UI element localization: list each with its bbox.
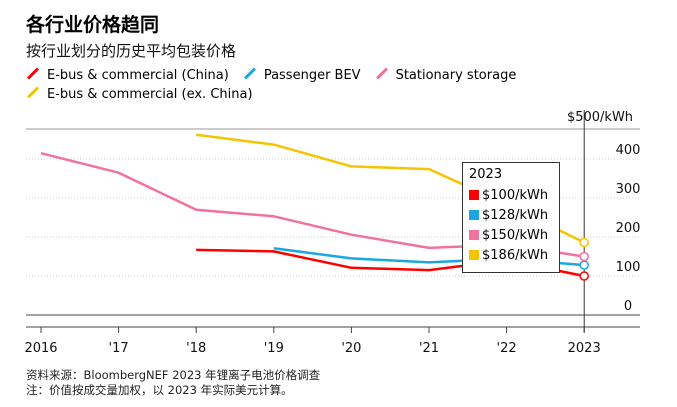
x-tick-label: '21 (419, 341, 439, 356)
hover-tooltip: 2023 $100/kWh $128/kWh $150/kWh $186/kWh (462, 162, 560, 273)
source-note: 资料来源：BloombergNEF 2023 年锂离子电池价格调查 (26, 368, 321, 382)
legend-item: Passenger BEV (243, 66, 361, 85)
y-tick-label: $500/kWh (567, 110, 633, 125)
legend-item: Stationary storage (375, 66, 517, 85)
chart-legend: E-bus & commercial (China) Passenger BEV S… (26, 66, 586, 104)
tooltip-value: $100/kWh (482, 188, 549, 203)
y-tick-label: 300 (616, 182, 641, 197)
end-point-marker (579, 251, 589, 262)
x-tick-label: '18 (186, 341, 206, 356)
chart-title: 各行业价格趋同 (26, 14, 160, 36)
tooltip-swatch (469, 190, 479, 200)
x-tick-label: '19 (264, 341, 284, 356)
chart-footer: 资料来源：BloombergNEF 2023 年锂离子电池价格调查 注：价值按成… (26, 368, 320, 398)
tooltip-swatch (469, 230, 479, 240)
tooltip-value: $186/kWh (482, 248, 549, 263)
legend-item: E-bus & commercial (ex. China) (26, 85, 253, 104)
x-tick-label: '17 (109, 341, 129, 356)
x-tick-label: 2016 (24, 341, 57, 356)
value-note: 注：价值按成交量加权，以 2023 年实际美元计算。 (26, 383, 293, 397)
tooltip-row: $186/kWh (469, 246, 553, 266)
tooltip-row: $150/kWh (469, 226, 553, 246)
tooltip-rows: $100/kWh $128/kWh $150/kWh $186/kWh (469, 186, 553, 266)
y-tick-label: 400 (616, 143, 641, 158)
x-tick-label: '22 (497, 341, 517, 356)
tooltip-swatch (469, 250, 479, 260)
legend-swatch (243, 67, 256, 80)
tooltip-value: $150/kWh (482, 228, 549, 243)
x-tick-label: 2023 (568, 341, 601, 356)
y-tick-label: 100 (616, 260, 641, 275)
tooltip-year: 2023 (469, 167, 503, 182)
y-tick-label: 0 (624, 299, 632, 314)
x-tick-label: '20 (341, 341, 361, 356)
legend-label: Stationary storage (395, 68, 517, 83)
legend-swatch (26, 67, 40, 80)
end-point-marker (579, 237, 589, 248)
tooltip-row: $128/kWh (469, 206, 553, 226)
end-point-marker (579, 260, 589, 270)
legend-swatch (375, 67, 388, 80)
end-point-marker (579, 271, 589, 281)
chart-subtitle: 按行业划分的历史平均包装价格 (26, 42, 237, 60)
legend-label: E-bus & commercial (ex. China) (47, 87, 253, 102)
tooltip-value: $128/kWh (482, 208, 549, 223)
legend-swatch (26, 86, 40, 99)
legend-label: Passenger BEV (263, 68, 361, 83)
tooltip-swatch (469, 210, 479, 220)
y-tick-label: 200 (616, 221, 641, 236)
tooltip-row: $100/kWh (469, 186, 553, 206)
legend-item: E-bus & commercial (China) (26, 66, 229, 85)
legend-label: E-bus & commercial (China) (47, 68, 229, 83)
line-chart: $500/kWh 400 300 200 100 0 2016 '17 '18 '19 '20 '21… (24, 110, 641, 356)
